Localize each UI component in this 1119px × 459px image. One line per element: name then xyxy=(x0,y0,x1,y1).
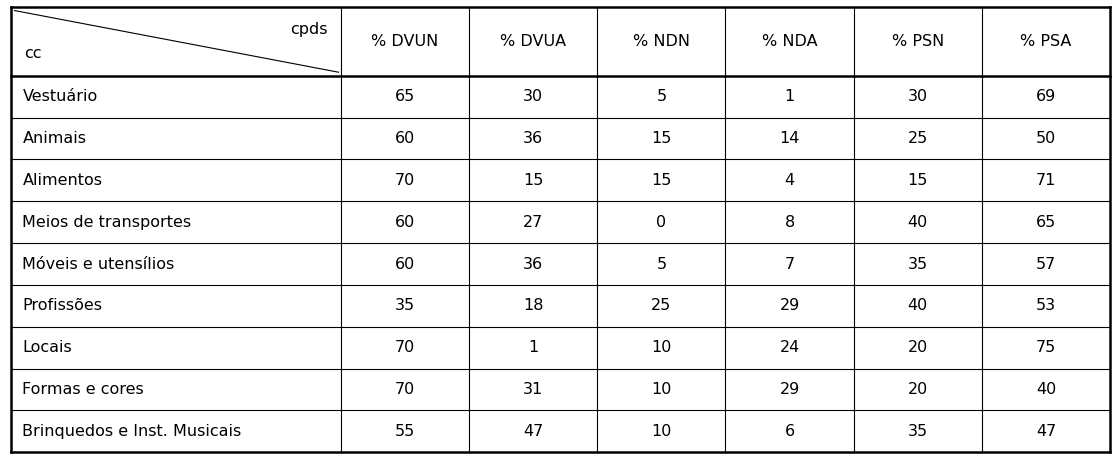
Text: 40: 40 xyxy=(1036,382,1056,397)
Text: 10: 10 xyxy=(651,340,671,355)
Text: 1: 1 xyxy=(528,340,538,355)
Text: Meios de transportes: Meios de transportes xyxy=(22,215,191,230)
Text: 30: 30 xyxy=(523,90,543,104)
Text: 15: 15 xyxy=(651,131,671,146)
Text: 60: 60 xyxy=(395,131,415,146)
Text: 40: 40 xyxy=(908,298,928,313)
Text: 18: 18 xyxy=(523,298,544,313)
Text: 24: 24 xyxy=(780,340,800,355)
Text: 75: 75 xyxy=(1036,340,1056,355)
Text: 60: 60 xyxy=(395,257,415,272)
Text: 55: 55 xyxy=(395,424,415,439)
Text: % PSN: % PSN xyxy=(892,34,943,49)
Text: 50: 50 xyxy=(1036,131,1056,146)
Text: 47: 47 xyxy=(1036,424,1056,439)
Text: Alimentos: Alimentos xyxy=(22,173,102,188)
Text: 4: 4 xyxy=(784,173,794,188)
Text: 29: 29 xyxy=(780,298,800,313)
Text: 70: 70 xyxy=(395,340,415,355)
Text: 29: 29 xyxy=(780,382,800,397)
Text: Vestuário: Vestuário xyxy=(22,90,97,104)
Text: Animais: Animais xyxy=(22,131,86,146)
Text: 10: 10 xyxy=(651,424,671,439)
Text: 36: 36 xyxy=(523,131,543,146)
Text: 25: 25 xyxy=(651,298,671,313)
Text: 71: 71 xyxy=(1036,173,1056,188)
Text: 70: 70 xyxy=(395,382,415,397)
Text: 0: 0 xyxy=(656,215,667,230)
Text: 36: 36 xyxy=(523,257,543,272)
Text: 40: 40 xyxy=(908,215,928,230)
Text: 35: 35 xyxy=(395,298,415,313)
Text: 69: 69 xyxy=(1036,90,1056,104)
Text: 10: 10 xyxy=(651,382,671,397)
Text: 35: 35 xyxy=(908,424,928,439)
Text: Brinquedos e Inst. Musicais: Brinquedos e Inst. Musicais xyxy=(22,424,242,439)
Text: 15: 15 xyxy=(523,173,544,188)
Text: Locais: Locais xyxy=(22,340,72,355)
Text: Formas e cores: Formas e cores xyxy=(22,382,144,397)
Text: % NDN: % NDN xyxy=(633,34,689,49)
Text: 27: 27 xyxy=(523,215,543,230)
Text: 6: 6 xyxy=(784,424,794,439)
Text: 60: 60 xyxy=(395,215,415,230)
Text: cpds: cpds xyxy=(290,22,328,37)
Text: 25: 25 xyxy=(908,131,928,146)
Text: 35: 35 xyxy=(908,257,928,272)
Text: 65: 65 xyxy=(1036,215,1056,230)
Text: 20: 20 xyxy=(908,382,928,397)
Text: 31: 31 xyxy=(523,382,543,397)
Text: 7: 7 xyxy=(784,257,794,272)
Text: % PSA: % PSA xyxy=(1021,34,1072,49)
Text: 1: 1 xyxy=(784,90,794,104)
Text: Móveis e utensílios: Móveis e utensílios xyxy=(22,257,175,272)
Text: 14: 14 xyxy=(779,131,800,146)
Text: 15: 15 xyxy=(908,173,928,188)
Text: 53: 53 xyxy=(1036,298,1056,313)
Text: % DVUA: % DVUA xyxy=(500,34,566,49)
Text: 8: 8 xyxy=(784,215,794,230)
Text: 70: 70 xyxy=(395,173,415,188)
Text: % NDA: % NDA xyxy=(762,34,817,49)
Text: 65: 65 xyxy=(395,90,415,104)
Text: % DVUN: % DVUN xyxy=(372,34,439,49)
Text: 30: 30 xyxy=(908,90,928,104)
Text: cc: cc xyxy=(25,46,43,61)
Text: 20: 20 xyxy=(908,340,928,355)
Text: 5: 5 xyxy=(656,90,667,104)
Text: 57: 57 xyxy=(1036,257,1056,272)
Text: Profissões: Profissões xyxy=(22,298,102,313)
Text: 15: 15 xyxy=(651,173,671,188)
Text: 5: 5 xyxy=(656,257,667,272)
Text: 47: 47 xyxy=(523,424,543,439)
